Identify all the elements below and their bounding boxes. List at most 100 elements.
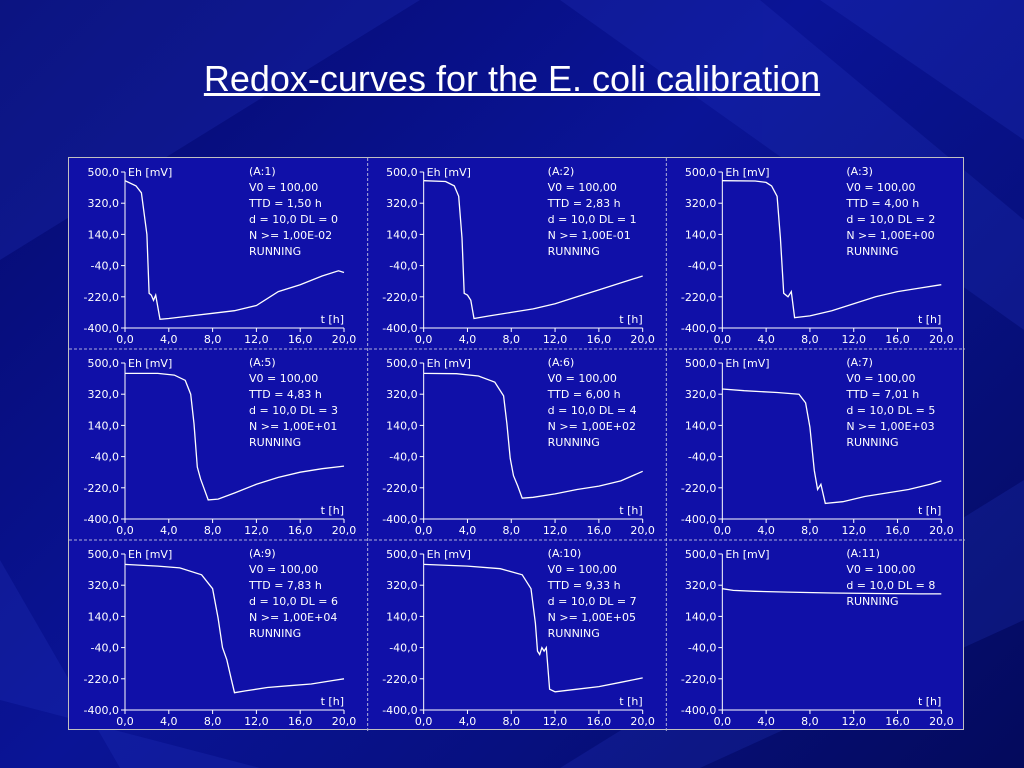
x-tick-label: 0,0 xyxy=(714,715,732,728)
x-tick-label: 4,0 xyxy=(459,715,477,728)
series-line-a-2 xyxy=(423,180,643,320)
x-axis-label: t [h] xyxy=(918,695,941,708)
chart-info-line: V0 = 100,00 xyxy=(249,181,318,194)
x-tick-label: 8,0 xyxy=(503,333,521,346)
x-tick-label: 4,0 xyxy=(160,333,178,346)
chart-info-line: d = 10,0 DL = 2 xyxy=(846,213,935,226)
y-tick-label: 320,0 xyxy=(88,579,120,592)
y-tick-label: -400,0 xyxy=(382,513,417,526)
chart-info-line: V0 = 100,00 xyxy=(249,563,318,576)
x-tick-label: 0,0 xyxy=(714,333,732,346)
x-tick-label: 16,0 xyxy=(885,715,910,728)
chart-info-line: N >= 1,00E+00 xyxy=(846,229,934,242)
y-tick-label: -220,0 xyxy=(382,291,417,304)
y-tick-label: -220,0 xyxy=(681,291,716,304)
y-axis-label: Eh [mV] xyxy=(427,548,471,561)
chart-header: (A:7) xyxy=(846,356,873,369)
chart-info-line: RUNNING xyxy=(846,245,898,258)
x-tick-label: 12,0 xyxy=(543,333,568,346)
x-axis-label: t [h] xyxy=(918,504,941,517)
y-tick-label: -400,0 xyxy=(84,513,119,526)
chart-header: (A:11) xyxy=(846,547,880,560)
x-axis-label: t [h] xyxy=(321,313,344,326)
y-tick-label: 500,0 xyxy=(685,357,717,370)
chart-info-line: N >= 1,00E+04 xyxy=(249,611,337,624)
x-tick-label: 12,0 xyxy=(244,715,269,728)
y-axis-label: Eh [mV] xyxy=(427,357,471,370)
chart-panel-a-6: 500,0 320,0 140,0 -40,0 -220,0 -400,00,0 4,0 8,… xyxy=(382,356,655,537)
y-tick-label: -220,0 xyxy=(681,482,716,495)
chart-info-line: RUNNING xyxy=(548,436,600,449)
y-tick-label: -40,0 xyxy=(389,451,417,464)
x-tick-label: 16,0 xyxy=(288,715,313,728)
chart-info-line: RUNNING xyxy=(846,595,898,608)
x-tick-label: 20,0 xyxy=(332,333,357,346)
chart-info-line: d = 10,0 DL = 8 xyxy=(846,579,935,592)
x-tick-label: 0,0 xyxy=(714,524,732,537)
y-tick-label: -40,0 xyxy=(91,451,119,464)
chart-info-line: TTD = 7,83 h xyxy=(248,579,322,592)
y-tick-label: -220,0 xyxy=(681,673,716,686)
chart-panel-a-1: 500,0 320,0 140,0 -40,0 -220,0 -400,00,0 4,0 8,… xyxy=(84,165,357,346)
chart-info-line: V0 = 100,00 xyxy=(548,372,617,385)
y-tick-label: -220,0 xyxy=(84,482,119,495)
y-tick-label: 320,0 xyxy=(685,388,717,401)
series-line-a-6 xyxy=(423,372,643,499)
y-tick-label: 500,0 xyxy=(88,357,120,370)
chart-info-line: RUNNING xyxy=(249,245,301,258)
x-tick-label: 20,0 xyxy=(929,524,954,537)
y-tick-label: 320,0 xyxy=(88,388,120,401)
y-tick-label: 320,0 xyxy=(88,197,120,210)
chart-panel-a-11: 500,0 320,0 140,0 -40,0 -220,0 -400,00,0 4,0 8,… xyxy=(681,547,954,728)
x-tick-label: 8,0 xyxy=(204,715,222,728)
y-tick-label: 140,0 xyxy=(88,419,120,432)
x-tick-label: 12,0 xyxy=(841,524,866,537)
x-tick-label: 20,0 xyxy=(630,333,655,346)
x-tick-label: 4,0 xyxy=(160,524,178,537)
series-line-a-3 xyxy=(722,180,942,319)
x-tick-label: 16,0 xyxy=(587,715,612,728)
y-axis-label: Eh [mV] xyxy=(725,548,769,561)
x-tick-label: 4,0 xyxy=(757,715,775,728)
chart-info-line: TTD = 4,00 h xyxy=(845,197,919,210)
chart-info-line: N >= 1,00E-02 xyxy=(249,229,332,242)
series-line-a-5 xyxy=(125,372,345,501)
y-tick-label: -220,0 xyxy=(382,482,417,495)
y-tick-label: 320,0 xyxy=(685,579,717,592)
x-tick-label: 8,0 xyxy=(801,524,819,537)
y-tick-label: -400,0 xyxy=(681,513,716,526)
chart-info-line: TTD = 6,00 h xyxy=(547,388,621,401)
chart-header: (A:5) xyxy=(249,356,276,369)
x-tick-label: 16,0 xyxy=(587,333,612,346)
chart-info-line: V0 = 100,00 xyxy=(249,372,318,385)
y-tick-label: 320,0 xyxy=(386,197,418,210)
chart-info-line: d = 10,0 DL = 1 xyxy=(548,213,637,226)
chart-header: (A:10) xyxy=(548,547,582,560)
x-tick-label: 4,0 xyxy=(757,333,775,346)
y-tick-label: 500,0 xyxy=(386,357,418,370)
x-tick-label: 4,0 xyxy=(459,333,477,346)
y-tick-label: 500,0 xyxy=(88,548,120,561)
y-tick-label: -220,0 xyxy=(84,673,119,686)
series-line-a-11 xyxy=(722,588,942,595)
chart-info-line: d = 10,0 DL = 3 xyxy=(249,404,338,417)
y-tick-label: 500,0 xyxy=(685,166,717,179)
x-tick-label: 12,0 xyxy=(543,715,568,728)
y-tick-label: 500,0 xyxy=(88,166,120,179)
chart-info-line: V0 = 100,00 xyxy=(548,563,617,576)
y-tick-label: -40,0 xyxy=(91,642,119,655)
x-tick-label: 12,0 xyxy=(841,715,866,728)
chart-info-line: N >= 1,00E+03 xyxy=(846,420,934,433)
x-tick-label: 16,0 xyxy=(288,524,313,537)
chart-panel-a-7: 500,0 320,0 140,0 -40,0 -220,0 -400,00,0 4,0 8,… xyxy=(681,356,954,537)
chart-panel-a-9: 500,0 320,0 140,0 -40,0 -220,0 -400,00,0 4,0 8,… xyxy=(84,547,357,728)
chart-panel-a-5: 500,0 320,0 140,0 -40,0 -220,0 -400,00,0 4,0 8,… xyxy=(84,356,357,537)
y-tick-label: 140,0 xyxy=(386,419,418,432)
y-axis-label: Eh [mV] xyxy=(427,166,471,179)
redox-charts-grid: 500,0 320,0 140,0 -40,0 -220,0 -400,0 0,0 4,0 8,… xyxy=(68,157,965,731)
chart-info-line: RUNNING xyxy=(249,627,301,640)
y-tick-label: 140,0 xyxy=(386,228,418,241)
y-tick-label: -400,0 xyxy=(84,704,119,717)
chart-header: (A:9) xyxy=(249,547,276,560)
y-tick-label: -40,0 xyxy=(389,260,417,273)
